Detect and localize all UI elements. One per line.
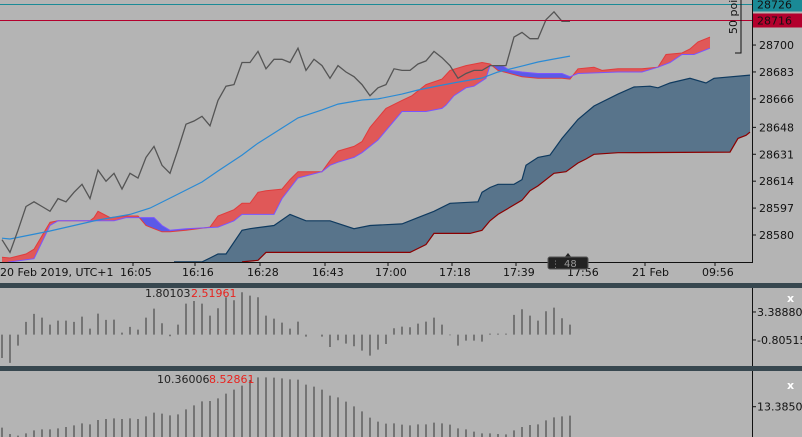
subwindow-divider[interactable] <box>0 283 802 288</box>
crosshair-value: 48 <box>564 259 577 270</box>
time-tick-label: 17:18 <box>439 266 471 279</box>
time-tick-label: 17:00 <box>375 266 407 279</box>
price-lines <box>1 10 571 254</box>
time-tick-label: 16:16 <box>182 266 214 279</box>
indicator-signal-value: 8.52861 <box>209 373 255 386</box>
price-level-tag <box>753 0 802 12</box>
crosshair-bar-label: ⋮ 48 <box>547 253 589 270</box>
indicator-signal-value: 2.51961 <box>191 287 237 300</box>
indicator-subwindow-1[interactable]: 1.80103 2.51961 x 3.38880 -0.80515 <box>1 287 802 366</box>
time-tick-label: 16:43 <box>312 266 344 279</box>
time-axis[interactable]: 20 Feb 2019, UTC+1 16:05 16:16 16:28 16:43 17… <box>0 262 753 279</box>
ruler-bracket <box>735 0 742 54</box>
price-tick-label: 28700 <box>759 39 794 52</box>
indicator-subwindow-2[interactable]: 10.36006 8.52861 x 13.38505 <box>1 371 802 437</box>
price-level-label: 28726 <box>757 0 792 12</box>
subwindow-divider[interactable] <box>0 366 802 371</box>
time-tick-label: 21 Feb <box>632 266 669 279</box>
price-tick-label: 28580 <box>759 229 794 242</box>
cloud-upper-line <box>174 74 751 262</box>
value-tick-label: 13.38505 <box>757 401 802 414</box>
points-ruler[interactable]: 50 points <box>727 0 742 54</box>
price-tick-label: 28631 <box>759 148 794 161</box>
close-subwindow-button[interactable]: x <box>787 379 794 392</box>
price-level-tag <box>753 13 802 28</box>
cloud-fill <box>174 75 750 262</box>
time-tick-label: 16:28 <box>247 266 279 279</box>
price-axis[interactable]: 28700 28683 28666 28648 28631 28614 28597 28580… <box>752 0 802 262</box>
cloud-lower-line <box>241 131 751 262</box>
ichimoku-cloud <box>174 74 751 262</box>
close-subwindow-button[interactable]: x <box>787 292 794 305</box>
crosshair-grip-icon: ⋮ <box>551 260 560 270</box>
price-tick-label: 28597 <box>759 202 794 215</box>
indicator-value: 10.36006 <box>157 373 210 386</box>
price-level-label: 28716 <box>757 15 792 28</box>
price-tick-label: 28614 <box>759 175 794 188</box>
time-tick-label: 09:56 <box>702 266 734 279</box>
value-tick-label: 3.38880 <box>757 306 802 319</box>
close-price-line <box>1 10 570 254</box>
price-level-lines <box>0 4 752 21</box>
price-tick-label: 28648 <box>759 121 794 134</box>
ruler-label: 50 points <box>727 0 740 34</box>
main-price-panel[interactable] <box>0 4 752 401</box>
time-tick-label: 17:39 <box>503 266 535 279</box>
value-tick-label: -0.80515 <box>757 334 802 347</box>
time-tick-label: 16:05 <box>120 266 152 279</box>
crosshair-box <box>547 256 589 270</box>
time-tick-label: 20 Feb 2019, UTC+1 <box>0 266 113 279</box>
indicator-value: 1.80103 <box>145 287 191 300</box>
price-tick-label: 28666 <box>759 93 794 106</box>
moving-average-line <box>1 55 571 240</box>
price-tick-label: 28683 <box>759 66 794 79</box>
band-line-2 <box>6 47 711 262</box>
